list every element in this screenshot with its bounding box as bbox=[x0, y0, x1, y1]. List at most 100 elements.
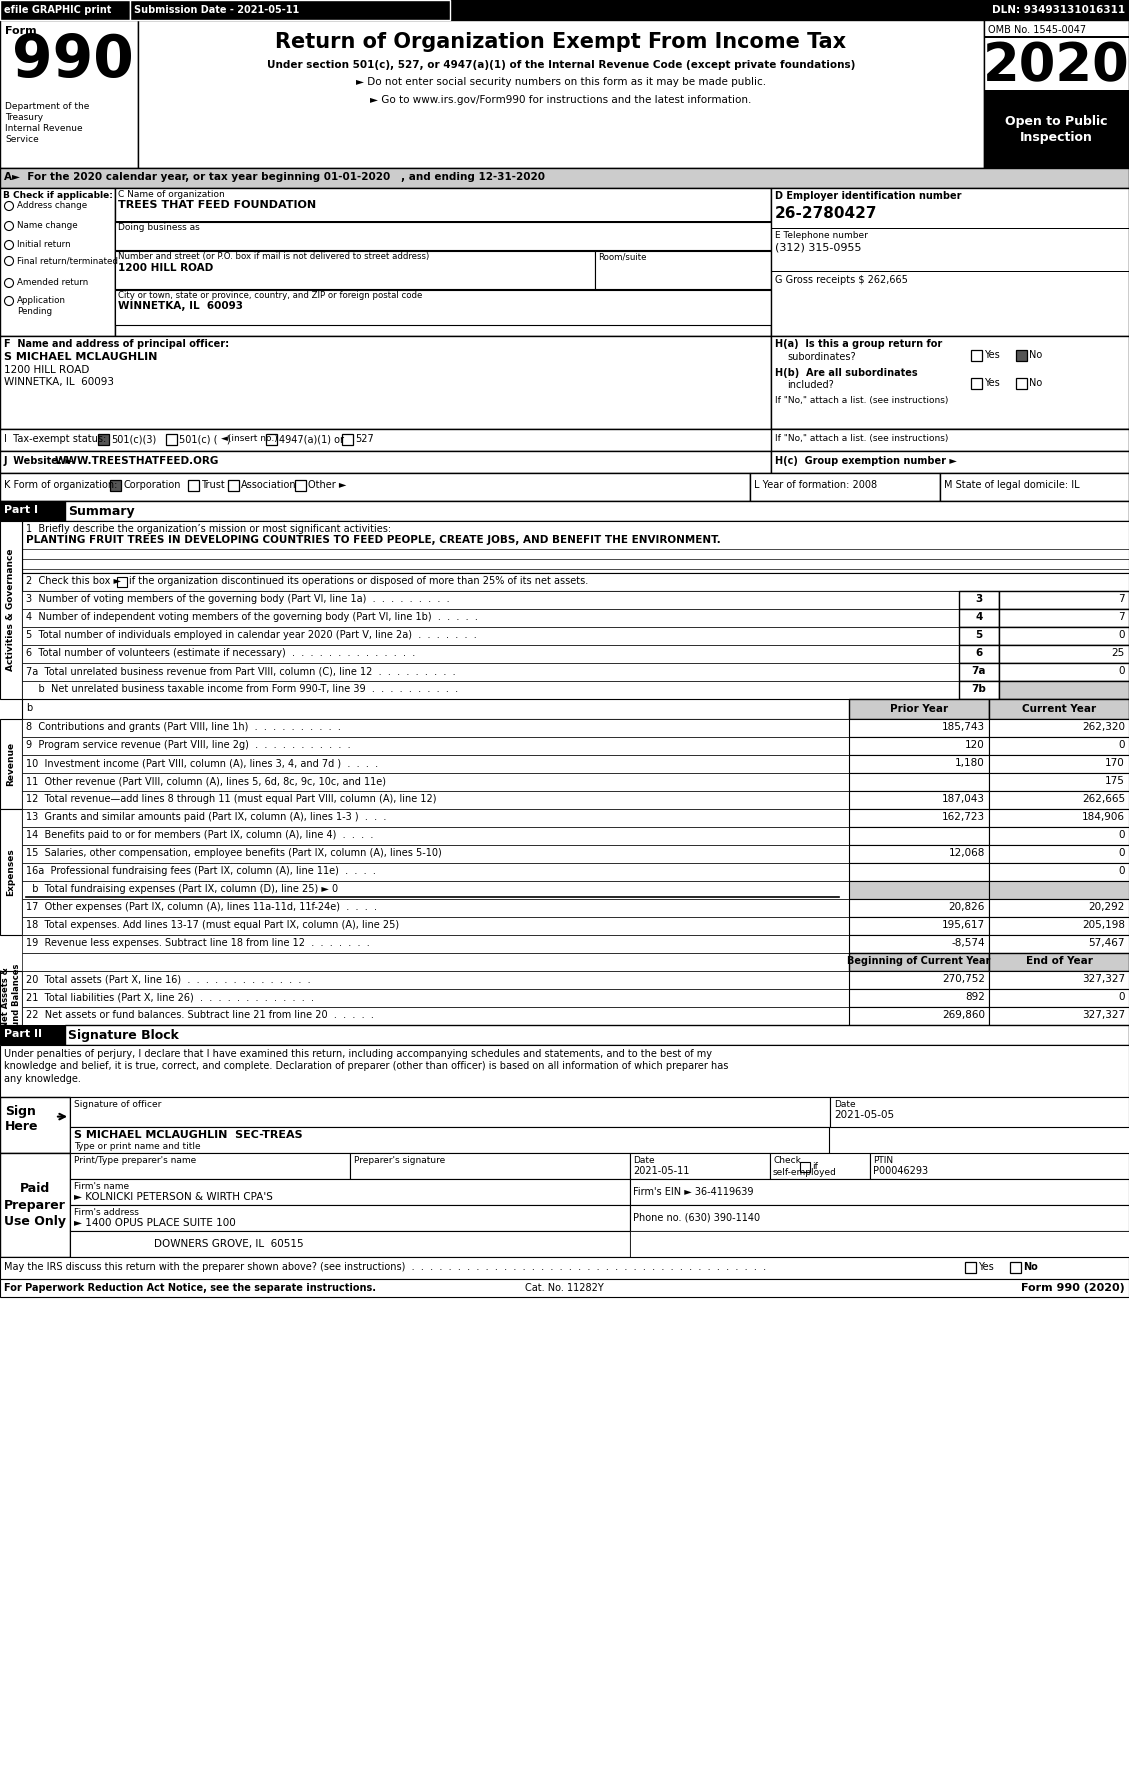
Bar bbox=[989, 899, 1129, 917]
Text: Other ►: Other ► bbox=[308, 480, 347, 491]
Bar bbox=[849, 718, 989, 738]
Text: A►  For the 2020 calendar year, or tax year beginning 01-01-2020   , and ending : A► For the 2020 calendar year, or tax ye… bbox=[5, 172, 545, 183]
Bar bbox=[0, 1024, 1129, 1044]
Bar bbox=[21, 810, 849, 827]
Text: 7: 7 bbox=[1119, 613, 1124, 621]
Text: L Year of formation: 2008: L Year of formation: 2008 bbox=[754, 480, 877, 491]
Bar bbox=[849, 845, 989, 863]
Text: 990: 990 bbox=[12, 32, 133, 90]
Bar bbox=[849, 953, 989, 971]
Bar bbox=[771, 451, 1129, 473]
Bar bbox=[21, 845, 849, 863]
Text: H(a)  Is this a group return for: H(a) Is this a group return for bbox=[774, 338, 943, 349]
Text: Signature of officer: Signature of officer bbox=[75, 1100, 161, 1109]
Text: b  Net unrelated business taxable income from Form 990-T, line 39  .  .  .  .  .: b Net unrelated business taxable income … bbox=[26, 684, 458, 693]
Text: E Telephone number: E Telephone number bbox=[774, 231, 868, 240]
Bar bbox=[0, 718, 21, 810]
Bar bbox=[21, 521, 1129, 573]
Bar bbox=[21, 953, 849, 971]
Text: 2021-05-05: 2021-05-05 bbox=[834, 1110, 894, 1119]
Text: 0: 0 bbox=[1119, 740, 1124, 750]
Text: Address change: Address change bbox=[17, 201, 87, 210]
Bar bbox=[630, 1230, 1129, 1257]
Bar bbox=[989, 989, 1129, 1007]
Text: Preparer's signature: Preparer's signature bbox=[355, 1155, 445, 1164]
Bar bbox=[999, 663, 1129, 681]
Text: G Gross receipts $ 262,665: G Gross receipts $ 262,665 bbox=[774, 276, 908, 285]
Bar bbox=[70, 1098, 830, 1127]
Bar bbox=[989, 1007, 1129, 1024]
Text: 4947(a)(1) or: 4947(a)(1) or bbox=[279, 433, 344, 444]
Text: OMB No. 1545-0047: OMB No. 1545-0047 bbox=[988, 25, 1086, 36]
Bar bbox=[771, 337, 1129, 430]
Text: Return of Organization Exempt From Income Tax: Return of Organization Exempt From Incom… bbox=[275, 32, 847, 52]
Text: K Form of organization:: K Form of organization: bbox=[5, 480, 117, 491]
Text: 0: 0 bbox=[1119, 829, 1124, 840]
Bar bbox=[1010, 1263, 1021, 1273]
Bar bbox=[70, 1178, 630, 1205]
Text: Under section 501(c), 527, or 4947(a)(1) of the Internal Revenue Code (except pr: Under section 501(c), 527, or 4947(a)(1)… bbox=[266, 61, 855, 70]
Text: Net Assets &
Fund Balances: Net Assets & Fund Balances bbox=[1, 964, 20, 1032]
Bar bbox=[849, 935, 989, 953]
Text: 1  Briefly describe the organization’s mission or most significant activities:: 1 Briefly describe the organization’s mi… bbox=[26, 525, 391, 534]
Bar bbox=[630, 1205, 1129, 1230]
Text: 185,743: 185,743 bbox=[942, 722, 984, 733]
Text: 162,723: 162,723 bbox=[942, 811, 984, 822]
Bar bbox=[989, 827, 1129, 845]
Text: Part II: Part II bbox=[5, 1030, 42, 1039]
Bar bbox=[999, 645, 1129, 663]
Bar bbox=[21, 591, 959, 609]
Text: 0: 0 bbox=[1119, 992, 1124, 1001]
Text: DLN: 93493131016311: DLN: 93493131016311 bbox=[992, 5, 1124, 14]
Text: 6: 6 bbox=[975, 648, 982, 657]
Bar bbox=[0, 473, 750, 501]
Text: 14  Benefits paid to or for members (Part IX, column (A), line 4)  .  .  .  .: 14 Benefits paid to or for members (Part… bbox=[26, 829, 374, 840]
Bar bbox=[989, 863, 1129, 881]
Text: 184,906: 184,906 bbox=[1082, 811, 1124, 822]
Bar bbox=[0, 168, 1129, 188]
Bar bbox=[21, 899, 849, 917]
Text: Firm's EIN ► 36-4119639: Firm's EIN ► 36-4119639 bbox=[633, 1187, 753, 1196]
Text: Yes: Yes bbox=[978, 1263, 994, 1272]
Bar bbox=[70, 1153, 350, 1178]
Text: Check: Check bbox=[773, 1155, 800, 1164]
Text: Submission Date - 2021-05-11: Submission Date - 2021-05-11 bbox=[134, 5, 299, 14]
Text: WWW.TREESTHATFEED.ORG: WWW.TREESTHATFEED.ORG bbox=[55, 457, 219, 466]
Text: 2020: 2020 bbox=[982, 39, 1129, 91]
Text: B Check if applicable:: B Check if applicable: bbox=[3, 192, 113, 201]
Bar bbox=[771, 188, 1129, 337]
Bar bbox=[342, 433, 353, 444]
Bar bbox=[989, 845, 1129, 863]
Bar bbox=[0, 1257, 1129, 1279]
Text: 8  Contributions and grants (Part VIII, line 1h)  .  .  .  .  .  .  .  .  .  .: 8 Contributions and grants (Part VIII, l… bbox=[26, 722, 341, 733]
Bar bbox=[771, 430, 1129, 451]
Bar bbox=[21, 738, 849, 756]
Text: self-employed: self-employed bbox=[773, 1168, 837, 1177]
Text: 5: 5 bbox=[975, 630, 982, 639]
Text: 6  Total number of volunteers (estimate if necessary)  .  .  .  .  .  .  .  .  .: 6 Total number of volunteers (estimate i… bbox=[26, 648, 415, 657]
Text: TREES THAT FEED FOUNDATION: TREES THAT FEED FOUNDATION bbox=[119, 201, 316, 210]
Bar bbox=[0, 20, 1129, 168]
Text: efile GRAPHIC print: efile GRAPHIC print bbox=[5, 5, 112, 14]
Text: 5  Total number of individuals employed in calendar year 2020 (Part V, line 2a) : 5 Total number of individuals employed i… bbox=[26, 630, 476, 639]
Text: M State of legal domicile: IL: M State of legal domicile: IL bbox=[944, 480, 1079, 491]
Bar bbox=[989, 935, 1129, 953]
Text: Beginning of Current Year: Beginning of Current Year bbox=[847, 956, 990, 965]
Bar bbox=[115, 290, 771, 324]
Text: 501(c)(3): 501(c)(3) bbox=[111, 433, 156, 444]
Text: 0: 0 bbox=[1119, 630, 1124, 639]
Text: Final return/terminated: Final return/terminated bbox=[17, 256, 119, 265]
Text: Form 990 (2020): Form 990 (2020) bbox=[1022, 1282, 1124, 1293]
Text: Activities & Governance: Activities & Governance bbox=[7, 548, 16, 672]
Bar bbox=[21, 663, 959, 681]
Text: 7a: 7a bbox=[972, 666, 987, 675]
Text: Yes: Yes bbox=[984, 378, 1000, 389]
Bar bbox=[0, 521, 21, 698]
Text: 205,198: 205,198 bbox=[1082, 921, 1124, 930]
Text: if the organization discontinued its operations or disposed of more than 25% of : if the organization discontinued its ope… bbox=[129, 577, 588, 586]
Bar bbox=[750, 473, 940, 501]
Bar bbox=[70, 1127, 829, 1153]
Bar bbox=[21, 792, 849, 810]
Bar bbox=[989, 792, 1129, 810]
Text: No: No bbox=[1029, 349, 1042, 360]
